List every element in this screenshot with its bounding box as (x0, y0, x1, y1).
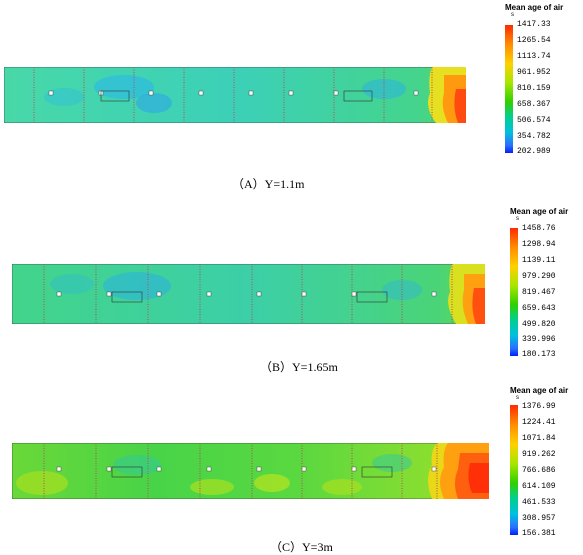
legend-tick: 1417.33 (517, 20, 551, 29)
legend-tick: 461.533 (522, 498, 556, 507)
legend-title-c: Mean age of air (510, 386, 569, 395)
legend-tick: 614.109 (522, 482, 556, 491)
legend-unit-c: s (516, 395, 519, 401)
legend-unit-a: s (511, 12, 514, 18)
legend-tick: 961.952 (517, 68, 551, 77)
legend-tick: 979.290 (522, 272, 556, 281)
legend-tick: 156.381 (522, 529, 556, 538)
legend-tick: 919.262 (522, 450, 556, 459)
legend-title-b: Mean age of air (510, 207, 569, 216)
legend-tick: 1458.76 (522, 224, 556, 233)
legend-tick: 658.367 (517, 100, 551, 109)
legend-tick: 339.996 (522, 335, 556, 344)
contour-plot-a (4, 67, 466, 123)
legend-tick: 1139.11 (522, 256, 556, 265)
legend-tick: 354.782 (517, 132, 551, 141)
caption-c: （C）Y=3m (270, 540, 333, 554)
legend-tick: 766.686 (522, 466, 556, 475)
legend-tick: 1224.41 (522, 418, 556, 427)
legend-tick: 1376.99 (522, 402, 556, 411)
legend-tick: 659.643 (522, 304, 556, 313)
color-bar-b (510, 228, 518, 356)
legend-tick: 180.173 (522, 350, 556, 359)
legend-unit-b: s (516, 216, 519, 222)
contour-plot-b (12, 264, 485, 324)
color-bar-c (510, 405, 518, 535)
legend-tick: 499.820 (522, 320, 556, 329)
legend-tick: 202.989 (517, 147, 551, 156)
legend-tick: 810.159 (517, 84, 551, 93)
legend-tick: 506.574 (517, 116, 551, 125)
legend-tick: 308.957 (522, 514, 556, 523)
legend-tick: 819.467 (522, 288, 556, 297)
legend-title-a: Mean age of air (505, 3, 564, 12)
legend-tick: 1265.54 (517, 36, 551, 45)
legend-tick: 1071.84 (522, 434, 556, 443)
caption-b: （B）Y=1.65m (260, 360, 338, 374)
contour-plot-c (12, 443, 489, 499)
color-bar-a (505, 25, 513, 153)
legend-tick: 1298.94 (522, 240, 556, 249)
legend-tick: 1113.74 (517, 52, 551, 61)
caption-a: （A）Y=1.1m (232, 177, 305, 191)
